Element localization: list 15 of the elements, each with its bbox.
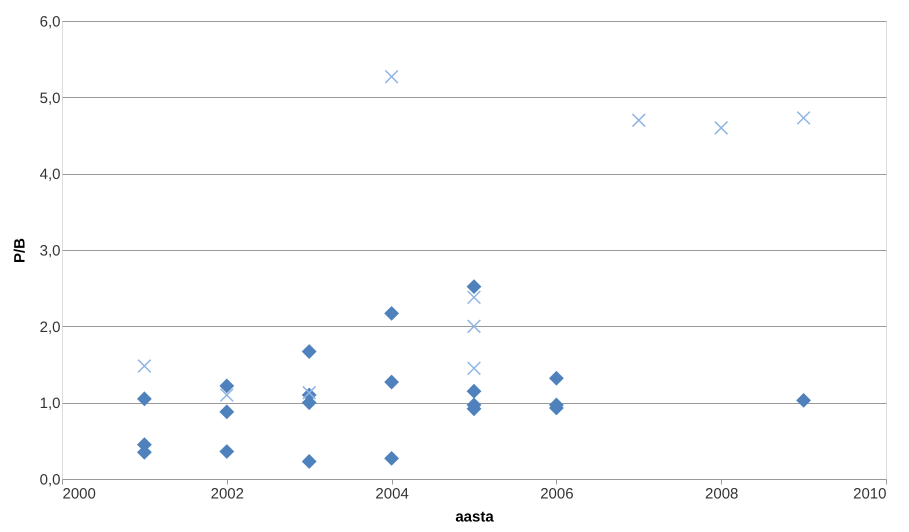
y-tick-label: 0,0	[40, 472, 60, 488]
y-axis-title: P/B	[12, 238, 29, 264]
x-tick-label: 2002	[210, 486, 244, 502]
x-tick-label: 2010	[853, 486, 886, 502]
y-tick-label: 2,0	[40, 318, 60, 336]
x-tick-label: 2004	[375, 486, 409, 502]
y-tick-label: 6,0	[40, 14, 60, 30]
y-tick-label: 5,0	[40, 90, 60, 107]
y-tick-label: 3,0	[40, 242, 60, 260]
x-tick-label: 2008	[705, 486, 738, 502]
x-axis-title: aasta	[455, 508, 494, 526]
y-tick-label: 4,0	[40, 166, 60, 184]
x-tick-label: 2006	[540, 486, 574, 502]
x-tick-label: 2000	[62, 486, 96, 502]
y-tick-label: 1,0	[40, 395, 60, 412]
